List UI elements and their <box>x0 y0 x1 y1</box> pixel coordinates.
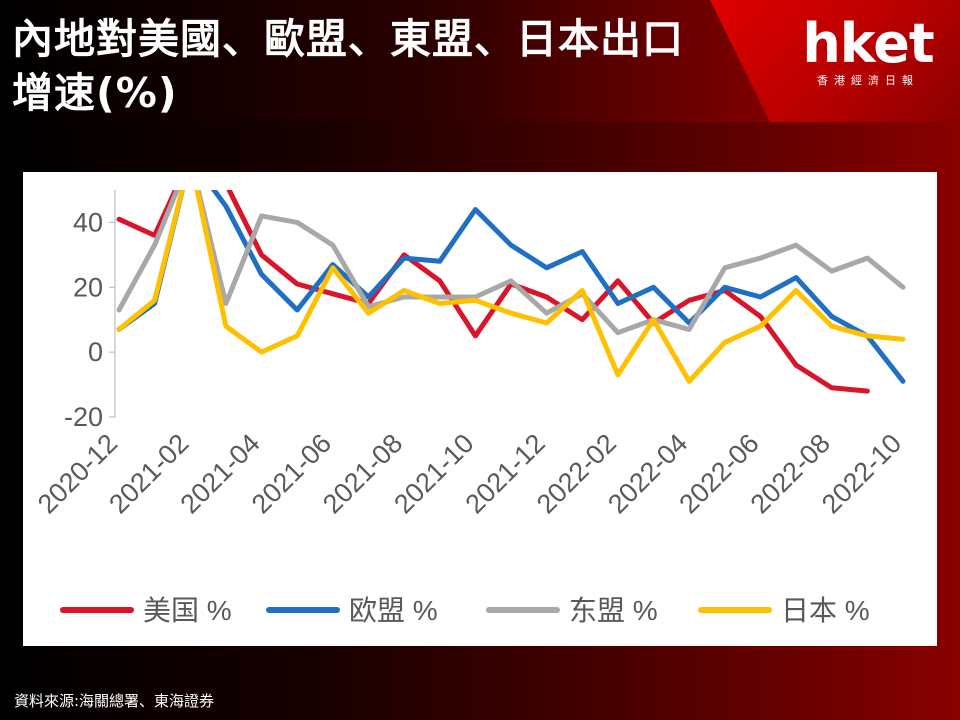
series-line-2 <box>116 190 906 336</box>
legend-label-2: 东盟 % <box>569 595 658 626</box>
y-tick-label: 40 <box>73 207 103 237</box>
logo-wordmark: hket <box>802 12 934 75</box>
page-title: 內地對美國、歐盟、東盟、日本出口增速(%) <box>12 15 684 117</box>
header-banner: 內地對美國、歐盟、東盟、日本出口增速(%) hket 香港經濟日報 <box>0 0 960 122</box>
y-tick-label: 0 <box>88 337 103 367</box>
source-note: 資料來源:海關總署、東海證券 <box>14 692 215 710</box>
chart-panel: 40 20 0 -20 2020-12 2021-02 2021-04 2021-06 2021… <box>23 172 937 646</box>
legend-label-3: 日本 % <box>781 595 870 626</box>
series-line-0 <box>116 190 870 394</box>
x-tick-label: 2022-10 <box>816 428 907 519</box>
line-chart: 40200-202020-122021-022021-042021-062021… <box>32 190 907 626</box>
y-tick-label: 20 <box>73 272 103 302</box>
series-line-3 <box>116 190 906 384</box>
y-tick-label: -20 <box>64 402 103 432</box>
logo-subtitle: 香港經濟日報 <box>817 74 919 87</box>
legend-label-1: 欧盟 % <box>349 595 438 626</box>
legend-label-0: 美国 % <box>143 595 232 626</box>
hket-logo[interactable]: hket 香港經濟日報 <box>798 14 938 88</box>
